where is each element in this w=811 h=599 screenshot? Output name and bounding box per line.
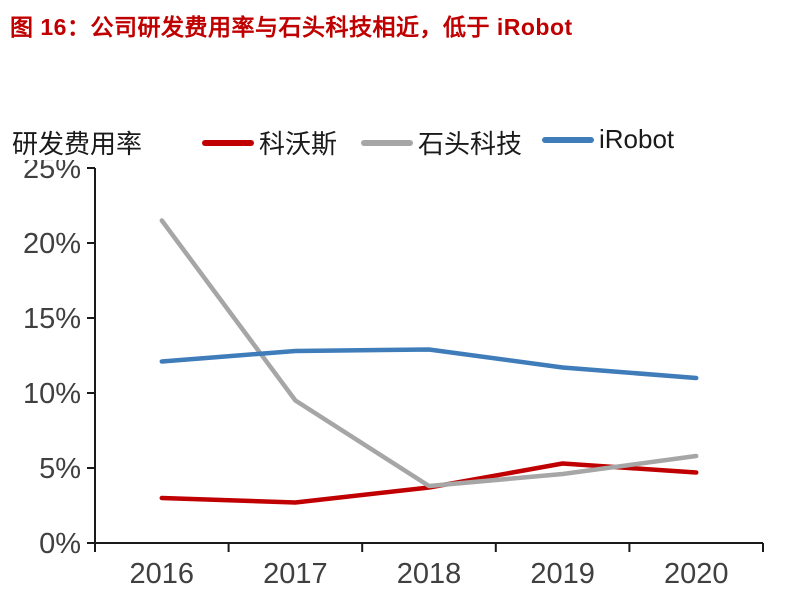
figure-title: 图 16：公司研发费用率与石头科技相近，低于 iRobot [10,14,573,40]
y-axis-unit-label: 研发费用率 [12,129,143,159]
legend-label-kewosi: 科沃斯 [259,129,338,159]
line-series-kewosi [159,461,699,505]
line-series-irobot [159,347,699,381]
x-axis-tick-label: 2019 [530,558,595,590]
y-axis-tick-label: 5% [39,453,81,485]
line-chart-plot-area: 0% 5% 10% 15% 20% 25% 2016 2017 2018 2019 2020 [23,160,764,590]
legend-item-irobot: iRobot [542,124,674,155]
legend-swatch-kewosi-icon [202,139,254,146]
x-axis-tick-label: 2017 [263,558,328,590]
legend-label-irobot: iRobot [599,124,675,154]
x-axis-tick-label: 2020 [664,558,729,590]
x-axis-tick-label: 2016 [130,558,195,590]
legend-item-shitou-keji: 石头科技 [361,124,522,161]
legend-label-shitou-keji: 石头科技 [418,129,523,159]
y-axis-tick-label: 0% [39,528,81,560]
y-axis-tick-label: 10% [23,378,81,410]
x-axis-tick-label: 2018 [397,558,462,590]
y-axis-tick-label: 25% [23,160,81,185]
y-axis-tick-label: 15% [23,303,81,335]
legend-swatch-irobot-icon [542,136,594,143]
line-series-shitou-keji [159,218,699,489]
legend-item-kewosi: 科沃斯 [202,124,337,161]
legend-swatch-shitou-keji-icon [361,139,413,146]
y-axis-tick-label: 20% [23,228,81,260]
